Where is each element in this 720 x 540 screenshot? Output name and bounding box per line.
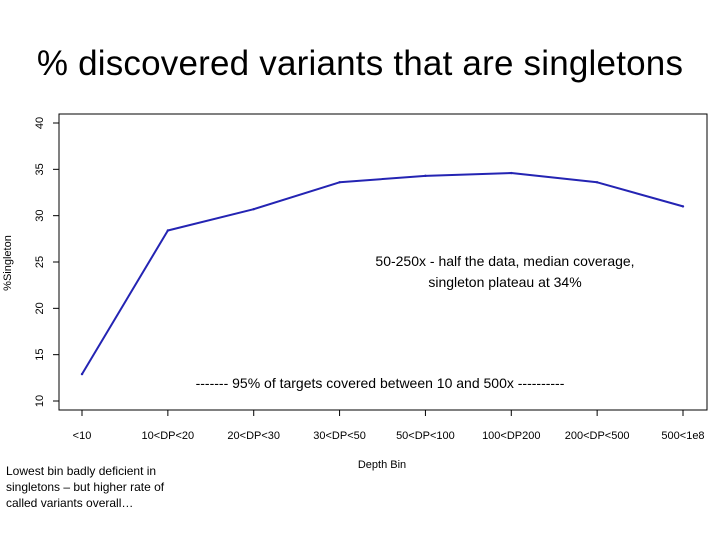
data-point [166, 229, 170, 232]
x-tick-label: 100<DP200 [482, 430, 540, 442]
y-tick-label: 25 [34, 256, 46, 268]
data-point [595, 181, 599, 184]
y-axis: 10 15 20 25 30 35 40 [34, 117, 59, 407]
data-point [80, 372, 84, 376]
x-tick-label: <10 [73, 430, 92, 442]
x-tick-label: 50<DP<100 [396, 430, 455, 442]
x-axis-title: Depth Bin [358, 459, 406, 471]
x-tick-label: 500<1e8 [661, 430, 704, 442]
series-layer [80, 171, 685, 376]
x-tick-label: 30<DP<50 [313, 430, 366, 442]
data-point [338, 181, 341, 184]
x-tick-label: 20<DP<30 [227, 430, 280, 442]
y-tick-label: 10 [34, 395, 46, 407]
x-tick-label: 10<DP<20 [142, 430, 195, 442]
y-tick-label: 15 [34, 349, 46, 361]
slide-title: % discovered variants that are singleton… [36, 44, 684, 83]
footnote-line2: singletons – but higher rate of [6, 480, 165, 494]
series-line [81, 172, 684, 375]
footnote-line1: Lowest bin badly deficient in [6, 464, 157, 478]
data-point [510, 171, 513, 175]
y-axis-title: %Singleton [2, 235, 14, 291]
x-tick-label: 200<DP<500 [565, 430, 630, 442]
data-point [252, 207, 255, 211]
y-tick-label: 40 [34, 117, 46, 129]
plateau-annotation-line2: singleton plateau at 34% [428, 274, 582, 290]
y-tick-label: 30 [34, 210, 46, 222]
y-tick-label: 20 [34, 302, 46, 314]
data-point [681, 205, 685, 208]
footnote-line3: called variants overall… [6, 496, 134, 510]
plateau-annotation: 50-250x - half the data, median coverage… [340, 251, 670, 293]
plateau-annotation-line1: 50-250x - half the data, median coverage… [375, 253, 635, 269]
y-tick-label: 35 [34, 163, 46, 175]
targets-annotation: ------- 95% of targets covered between 1… [195, 375, 565, 391]
data-point [424, 174, 427, 178]
x-axis: <10 10<DP<20 20<DP<30 30<DP<50 50<DP<100 100<… [73, 410, 705, 442]
footnote: Lowest bin badly deficient in singletons… [6, 463, 196, 511]
